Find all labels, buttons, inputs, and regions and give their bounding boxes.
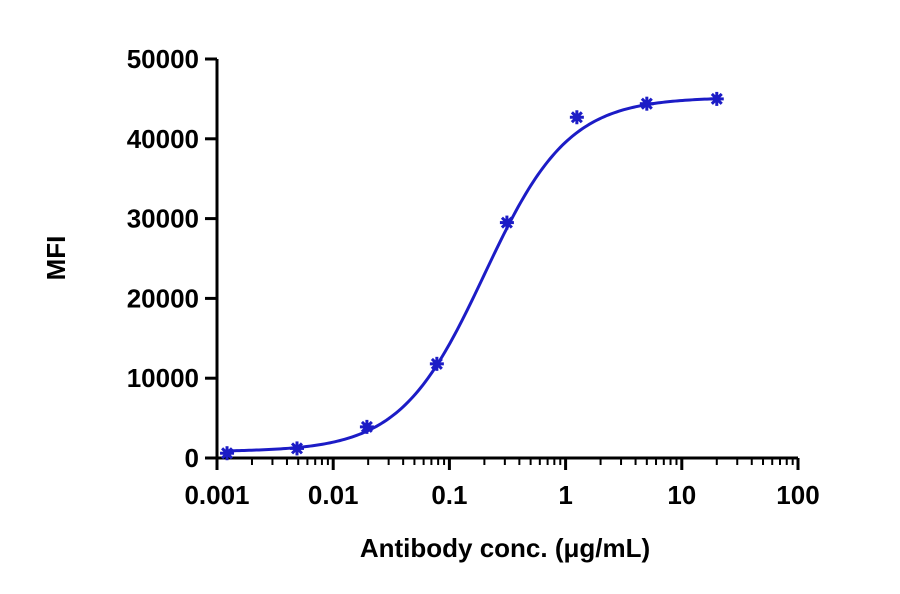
x-tick-label: 0.1: [431, 480, 467, 510]
data-point: [639, 96, 654, 111]
y-axis-ticks: 0 10000 20000 30000 40000 50000: [127, 44, 217, 473]
data-point: [569, 110, 584, 125]
y-tick-label: 20000: [127, 283, 199, 313]
y-tick-label: 50000: [127, 44, 199, 74]
x-tick-label: 1: [558, 480, 572, 510]
data-point: [289, 441, 304, 456]
x-axis-title: Antibody conc. (μg/mL): [360, 533, 650, 563]
x-tick-label: 0.001: [184, 480, 249, 510]
data-point: [499, 215, 514, 230]
x-axis-ticks: 0.001 0.01 0.1 1 10 100: [184, 458, 820, 510]
fit-curve: [227, 97, 717, 453]
x-tick-label: 10: [667, 480, 696, 510]
y-axis-title: MFI: [41, 236, 71, 281]
data-point: [429, 356, 444, 371]
data-point: [359, 419, 374, 434]
y-tick-label: 40000: [127, 124, 199, 154]
data-point: [709, 91, 724, 106]
y-tick-label: 10000: [127, 363, 199, 393]
y-tick-label: 0: [185, 443, 199, 473]
data-points: [220, 91, 724, 461]
x-tick-label: 100: [776, 480, 819, 510]
y-tick-label: 30000: [127, 204, 199, 234]
data-point: [220, 446, 235, 461]
x-tick-label: 0.01: [308, 480, 359, 510]
